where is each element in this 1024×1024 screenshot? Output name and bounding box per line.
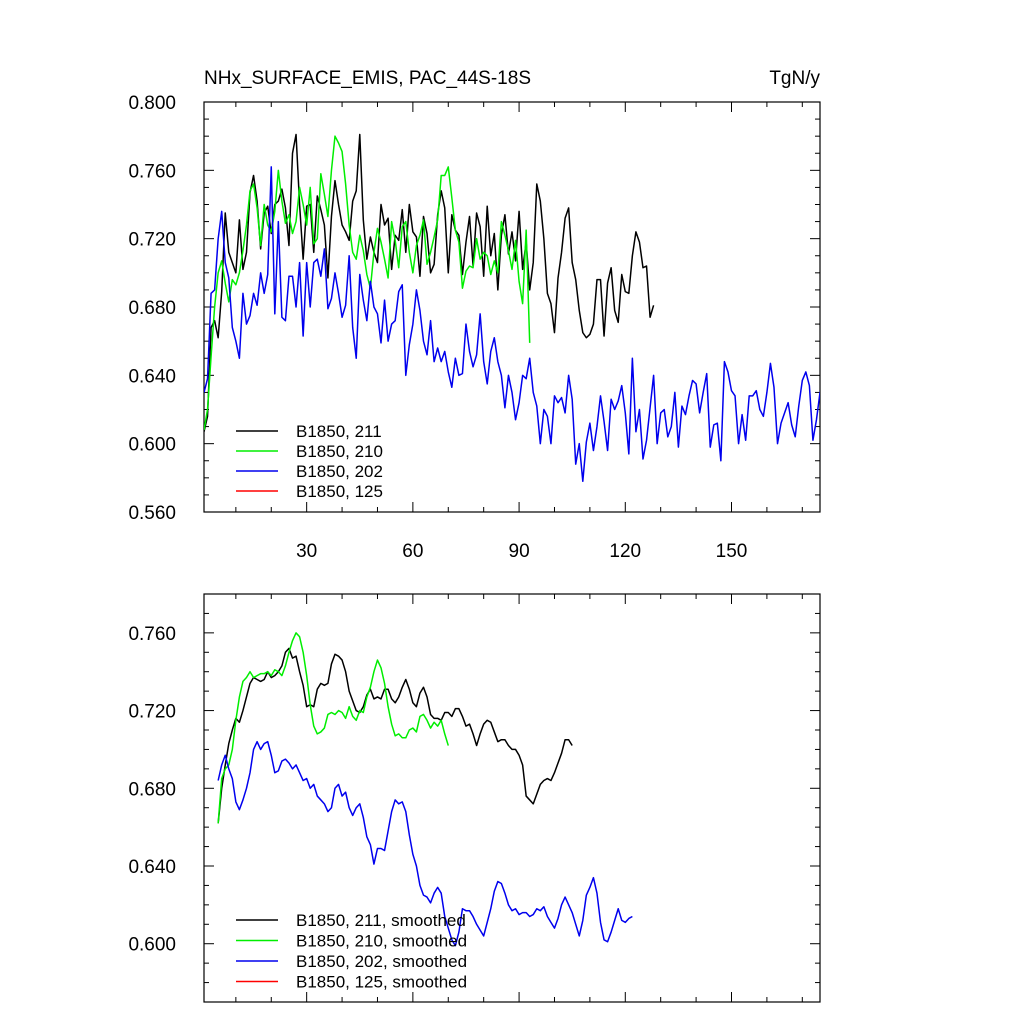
series-line-1 xyxy=(204,135,531,431)
y-tick-label: 0.800 xyxy=(128,93,176,114)
plot-frame xyxy=(203,593,821,1003)
x-tick-label: 120 xyxy=(609,541,641,562)
top-panel: 30 60 90 120 150 0.560 0.600 0.640 0.680 0.720 0.7… xyxy=(128,68,821,562)
y-tick-label: 0.760 xyxy=(128,161,176,182)
y-tick-label: 0.680 xyxy=(128,298,176,319)
legend-label: B1850, 125, smoothed xyxy=(296,973,467,992)
x-tick-label: 150 xyxy=(716,541,748,562)
y-tick-label: 0.640 xyxy=(128,366,176,387)
y-tick-label: 0.600 xyxy=(128,435,176,456)
series-line-2 xyxy=(204,166,820,482)
legend-label: B1850, 202 xyxy=(296,462,383,481)
legend-label: B1850, 210, smoothed xyxy=(296,932,467,951)
legend-label: B1850, 210 xyxy=(296,442,383,461)
legend-label: B1850, 202, smoothed xyxy=(296,952,467,971)
x-tick-label: 30 xyxy=(296,541,317,562)
series-line-0 xyxy=(204,133,655,432)
y-tick-label: 0.680 xyxy=(128,779,176,800)
series-line-0 xyxy=(217,647,573,824)
y-tick-label: 0.720 xyxy=(128,702,176,723)
x-tick-label: 90 xyxy=(509,541,530,562)
legend-label: B1850, 211 xyxy=(296,422,382,441)
y-tick-label: 0.720 xyxy=(128,230,176,251)
y-tick-label: 0.760 xyxy=(128,624,176,645)
series-line-1 xyxy=(217,632,449,824)
y-tick-label: 0.600 xyxy=(128,935,176,956)
chart-title: NHx_SURFACE_EMIS, PAC_44S-18S xyxy=(204,68,531,89)
chart-units: TgN/y xyxy=(769,68,820,89)
bottom-panel: 0.600 0.640 0.680 0.720 0.760 B1850, 211, smo… xyxy=(128,593,821,1003)
y-tick-label: 0.560 xyxy=(128,503,176,524)
x-tick-label: 60 xyxy=(402,541,423,562)
y-tick-label: 0.640 xyxy=(128,857,176,878)
legend-label: B1850, 125 xyxy=(296,482,383,501)
series-line-2 xyxy=(217,740,633,947)
legend-label: B1850, 211, smoothed xyxy=(296,911,466,930)
